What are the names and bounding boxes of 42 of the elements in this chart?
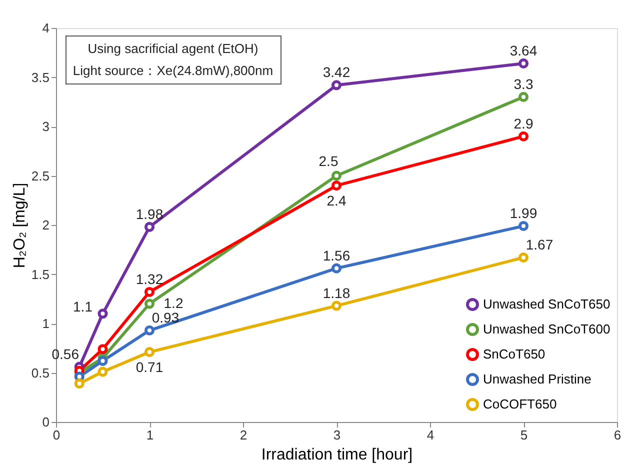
y-tick-label: 3.5 xyxy=(31,70,50,85)
legend-label: Unwashed SnCoT650 xyxy=(483,296,610,312)
annotation: Light source：Xe(24.8mW),800nm xyxy=(72,63,274,78)
data-label: 1.2 xyxy=(164,294,184,311)
data-label: 0.56 xyxy=(52,346,80,362)
y-tick-label: 0.5 xyxy=(31,365,50,380)
data-label: 3.3 xyxy=(514,76,534,92)
y-tick-label: 0 xyxy=(42,414,50,430)
x-tick-label: 4 xyxy=(426,428,434,442)
data-label: 2.9 xyxy=(514,115,534,132)
x-tick-label: 5 xyxy=(520,428,528,442)
data-label: 2.5 xyxy=(318,152,338,169)
data-label: 0.93 xyxy=(152,309,180,326)
y-tick-label: 2.5 xyxy=(31,168,50,184)
x-tick-label: 2 xyxy=(240,428,248,442)
x-tick-label: 3 xyxy=(333,428,341,442)
y-tick-label: 1.5 xyxy=(31,266,50,282)
legend-label: SnCoT650 xyxy=(483,346,546,362)
y-axis-title: H₂O₂ [mg/L] xyxy=(11,182,28,268)
y-tick-label: 3 xyxy=(42,119,50,134)
legend-label: Unwashed SnCoT600 xyxy=(483,322,610,336)
legend-label: CoCOFT650 xyxy=(483,396,557,412)
annotation: Using sacrificial agent (EtOH) xyxy=(88,41,258,56)
x-tick-label: 6 xyxy=(614,428,622,442)
data-label: 2.4 xyxy=(326,192,346,209)
data-label: 3.42 xyxy=(322,64,350,80)
data-label: 1.56 xyxy=(322,247,350,264)
y-tick-label: 2 xyxy=(42,218,50,232)
data-label: 0.71 xyxy=(136,359,164,376)
x-tick-label: 1 xyxy=(146,428,154,442)
data-label: 1.99 xyxy=(510,204,538,221)
x-tick-label: 0 xyxy=(52,428,60,442)
data-label: 1.67 xyxy=(526,236,554,253)
x-axis-title: Irradiation time [hour] xyxy=(261,446,413,464)
data-label: 3.64 xyxy=(510,42,538,58)
data-label: 1.18 xyxy=(322,284,350,301)
data-label: 1.98 xyxy=(136,206,164,222)
data-label: 1.1 xyxy=(73,298,93,315)
y-tick-label: 1 xyxy=(42,316,50,331)
y-tick-label: 4 xyxy=(42,20,50,36)
data-label: 1.32 xyxy=(136,270,164,287)
legend-label: Unwashed Pristine xyxy=(483,372,592,386)
